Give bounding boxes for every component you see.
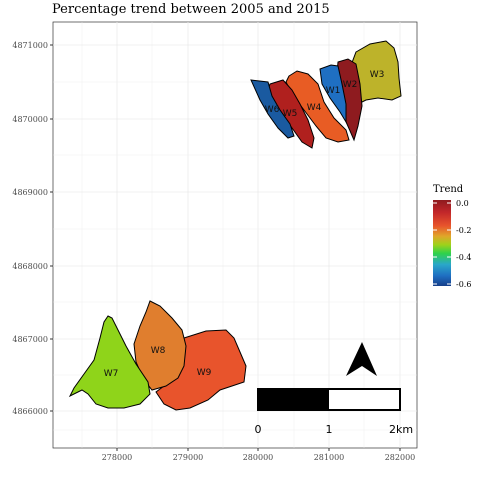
x-tick-label: 279000	[173, 453, 204, 462]
legend-tick-label: -0.2	[456, 226, 471, 235]
region-label-w9: W9	[197, 368, 212, 378]
region-label-w7: W7	[104, 369, 119, 379]
x-tick-label: 280000	[243, 453, 274, 462]
y-tick-label: 4868000	[12, 262, 48, 271]
y-tick-label: 4870000	[12, 115, 48, 124]
region-labels: W3 W2 W1 W4 W5 W6 W8 W9 W7	[104, 70, 385, 379]
y-tick-label: 4871000	[12, 41, 48, 50]
legend: Trend 0.0 -0.2 -0.4 -0.6	[433, 184, 471, 289]
y-tick-label: 4869000	[12, 188, 48, 197]
region-label-w4: W4	[307, 103, 322, 113]
legend-tick-label: -0.4	[456, 253, 471, 262]
scale-label-0: 0	[255, 423, 262, 436]
y-tick-label: 4866000	[12, 407, 48, 416]
legend-tick-label: 0.0	[456, 199, 469, 208]
x-axis: 278000 279000 280000 281000 282000	[102, 448, 416, 462]
north-arrow-icon	[346, 342, 377, 376]
x-tick-label: 278000	[102, 453, 133, 462]
region-w1	[319, 64, 347, 124]
map-title: Percentage trend between 2005 and 2015	[52, 2, 330, 17]
region-w6	[250, 79, 295, 139]
region-label-w6: W6	[265, 105, 280, 115]
region-w7	[68, 315, 151, 409]
region-label-w1: W1	[326, 86, 341, 96]
region-label-w3: W3	[370, 70, 385, 80]
y-tick-label: 4867000	[12, 335, 48, 344]
y-axis: 4871000 4870000 4869000 4868000 4867000 …	[12, 41, 53, 416]
region-polygons-north	[250, 40, 402, 149]
scale-label-1: 1	[326, 423, 333, 436]
region-w8	[133, 300, 187, 391]
region-polygons-south	[68, 300, 247, 411]
region-w9	[155, 329, 247, 411]
region-label-w8: W8	[151, 346, 166, 356]
scale-bar: 0 1 2km	[255, 388, 413, 436]
legend-colorbar	[433, 200, 451, 286]
legend-title: Trend	[433, 184, 464, 195]
scale-label-2km: 2km	[389, 423, 413, 436]
x-tick-label: 282000	[385, 453, 416, 462]
x-tick-label: 281000	[314, 453, 345, 462]
legend-tick-label: -0.6	[456, 280, 471, 289]
region-label-w5: W5	[283, 109, 298, 119]
region-label-w2: W2	[343, 80, 358, 90]
